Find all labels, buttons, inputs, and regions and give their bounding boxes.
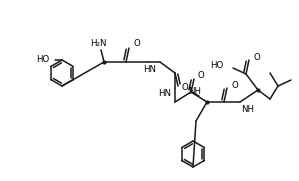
- Text: O: O: [182, 83, 189, 92]
- Text: O: O: [133, 39, 140, 49]
- Text: HO: HO: [36, 56, 49, 64]
- Text: H₂N: H₂N: [90, 39, 106, 47]
- Text: NH: NH: [242, 104, 254, 113]
- Text: HO: HO: [210, 62, 223, 71]
- Text: O: O: [198, 71, 205, 81]
- Text: HN: HN: [144, 64, 156, 73]
- Text: HN: HN: [158, 89, 172, 98]
- Text: O: O: [253, 52, 260, 62]
- Text: NH: NH: [188, 87, 202, 96]
- Text: O: O: [231, 81, 238, 89]
